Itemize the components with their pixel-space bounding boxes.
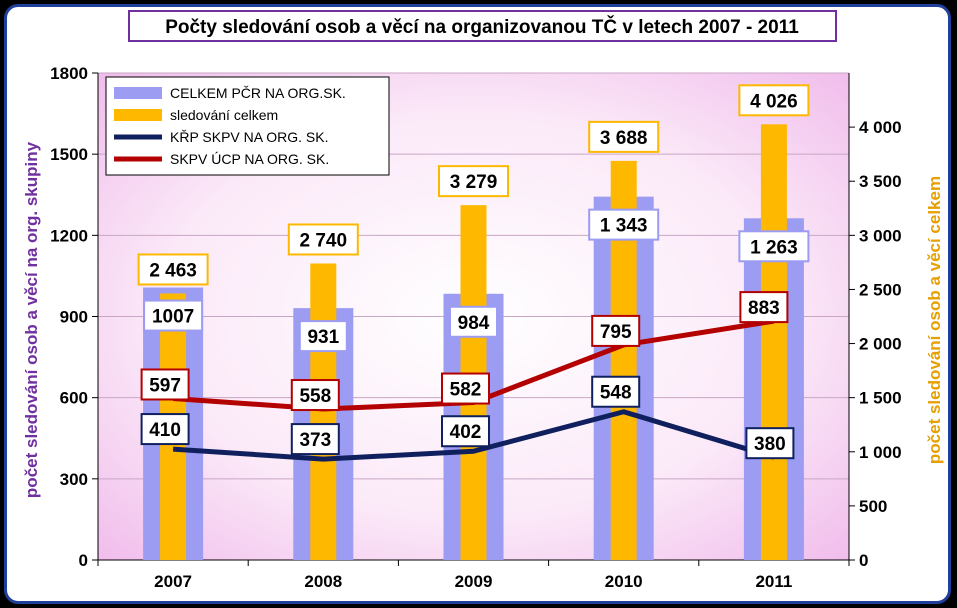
- data-label-celkem-pcr-box: [588, 208, 660, 241]
- x-tick-label: 2011: [755, 572, 792, 591]
- data-label-celkem-pcr-box: [738, 230, 810, 263]
- legend-key-celkem-pcr: [114, 87, 162, 99]
- data-label-skpv-ucp: 597: [149, 375, 181, 396]
- data-label-sledovani-celkem: 2 463: [149, 260, 197, 281]
- data-label-skpv-ucp: 582: [450, 380, 482, 401]
- data-label-celkem-pcr: 931: [307, 327, 339, 348]
- data-label-krp-skpv-box: [591, 375, 641, 408]
- bar-sledovani-celkem: [760, 124, 787, 560]
- data-label-krp-skpv-box: [441, 415, 490, 448]
- data-label-sledovani-celkem: 4 026: [750, 91, 798, 112]
- data-label-krp-skpv: 373: [299, 430, 331, 451]
- data-label-celkem-pcr-box: [449, 305, 498, 338]
- y2-tick-label: 4 000: [859, 118, 902, 137]
- x-tick-label: 2007: [154, 572, 192, 591]
- y2-tick-label: 2 000: [859, 335, 902, 354]
- data-label-sledovani-celkem: 2 740: [300, 230, 348, 251]
- legend-label: sledování celkem: [170, 107, 278, 123]
- data-label-skpv-ucp: 795: [600, 322, 632, 343]
- data-label-skpv-ucp-box: [739, 291, 789, 324]
- data-label-skpv-ucp-box: [290, 379, 340, 412]
- data-label-skpv-ucp: 558: [299, 386, 331, 407]
- y-tick-label: 1500: [50, 145, 88, 164]
- data-label-sledovani-celkem-box: [137, 253, 209, 286]
- data-label-krp-skpv-box: [745, 427, 795, 460]
- y-tick-label: 1200: [50, 226, 88, 245]
- y2-axis-label: počet sledování osob a věcí celkem: [925, 176, 944, 464]
- data-label-skpv-ucp-box: [140, 368, 190, 401]
- data-label-krp-skpv: 402: [450, 422, 482, 443]
- bar-sledovani-celkem: [310, 263, 337, 560]
- y2-tick-label: 1 000: [859, 443, 902, 462]
- data-label-sledovani-celkem-box: [438, 165, 509, 198]
- y-tick-label: 1800: [50, 64, 88, 83]
- x-tick-label: 2008: [304, 572, 342, 591]
- data-label-celkem-pcr: 1 343: [600, 216, 648, 237]
- chart-frame: 0 300 600 900 1200 1500 1800 0 500 1 000 1 500 2 00…: [4, 4, 951, 604]
- data-label-sledovani-celkem-box: [287, 223, 359, 256]
- data-label-celkem-pcr-box: [143, 299, 204, 332]
- data-label-krp-skpv: 548: [600, 383, 632, 404]
- y-tick-label: 900: [60, 308, 88, 327]
- data-label-sledovani-celkem-box: [738, 84, 810, 117]
- data-label-krp-skpv-box: [290, 423, 340, 456]
- data-label-krp-skpv: 380: [754, 434, 786, 455]
- y2-tick-label: 3 500: [859, 172, 902, 191]
- y-axis-label: počet sledování osob a věcí na org. skup…: [22, 141, 41, 498]
- data-label-celkem-pcr: 984: [458, 313, 490, 334]
- y2-tick-label: 3 000: [859, 226, 902, 245]
- legend-label: CELKEM PČR NA ORG.SK.: [170, 85, 346, 101]
- y2-tick-label: 500: [859, 497, 887, 516]
- data-label-krp-skpv-box: [140, 413, 190, 446]
- y2-tick-label: 2 500: [859, 280, 902, 299]
- y-tick-label: 300: [60, 470, 88, 489]
- chart-svg: 0 300 600 900 1200 1500 1800 0 500 1 000 1 500 2 00…: [22, 10, 944, 591]
- x-tick-label: 2010: [605, 572, 643, 591]
- legend-key-sledovani-celkem: [114, 109, 162, 121]
- y2-tick-label: 1 500: [859, 389, 902, 408]
- data-label-sledovani-celkem: 3 688: [600, 128, 648, 149]
- data-label-celkem-pcr-box: [298, 320, 348, 353]
- legend-label: KŘP SKPV NA ORG. SK.: [170, 129, 328, 145]
- x-tick-label: 2009: [455, 572, 493, 591]
- chart-title: Počty sledování osob a věcí na organizov…: [165, 16, 799, 38]
- data-label-skpv-ucp-box: [591, 314, 641, 347]
- data-label-sledovani-celkem-box: [588, 120, 660, 153]
- chart-title-box: [128, 10, 837, 42]
- data-label-skpv-ucp-box: [441, 372, 490, 405]
- data-label-celkem-pcr: 1 263: [750, 237, 798, 258]
- legend-label: SKPV ÚCP NA ORG. SK.: [170, 151, 329, 167]
- line-krp-skpv: [172, 409, 775, 462]
- data-label-skpv-ucp: 883: [748, 298, 780, 319]
- y-tick-label: 600: [60, 389, 88, 408]
- data-label-krp-skpv: 410: [149, 420, 181, 441]
- data-label-celkem-pcr: 1007: [152, 307, 194, 328]
- y2-tick-label: 0: [859, 551, 868, 570]
- y-tick-label: 0: [79, 551, 88, 570]
- data-label-sledovani-celkem: 3 279: [450, 172, 498, 193]
